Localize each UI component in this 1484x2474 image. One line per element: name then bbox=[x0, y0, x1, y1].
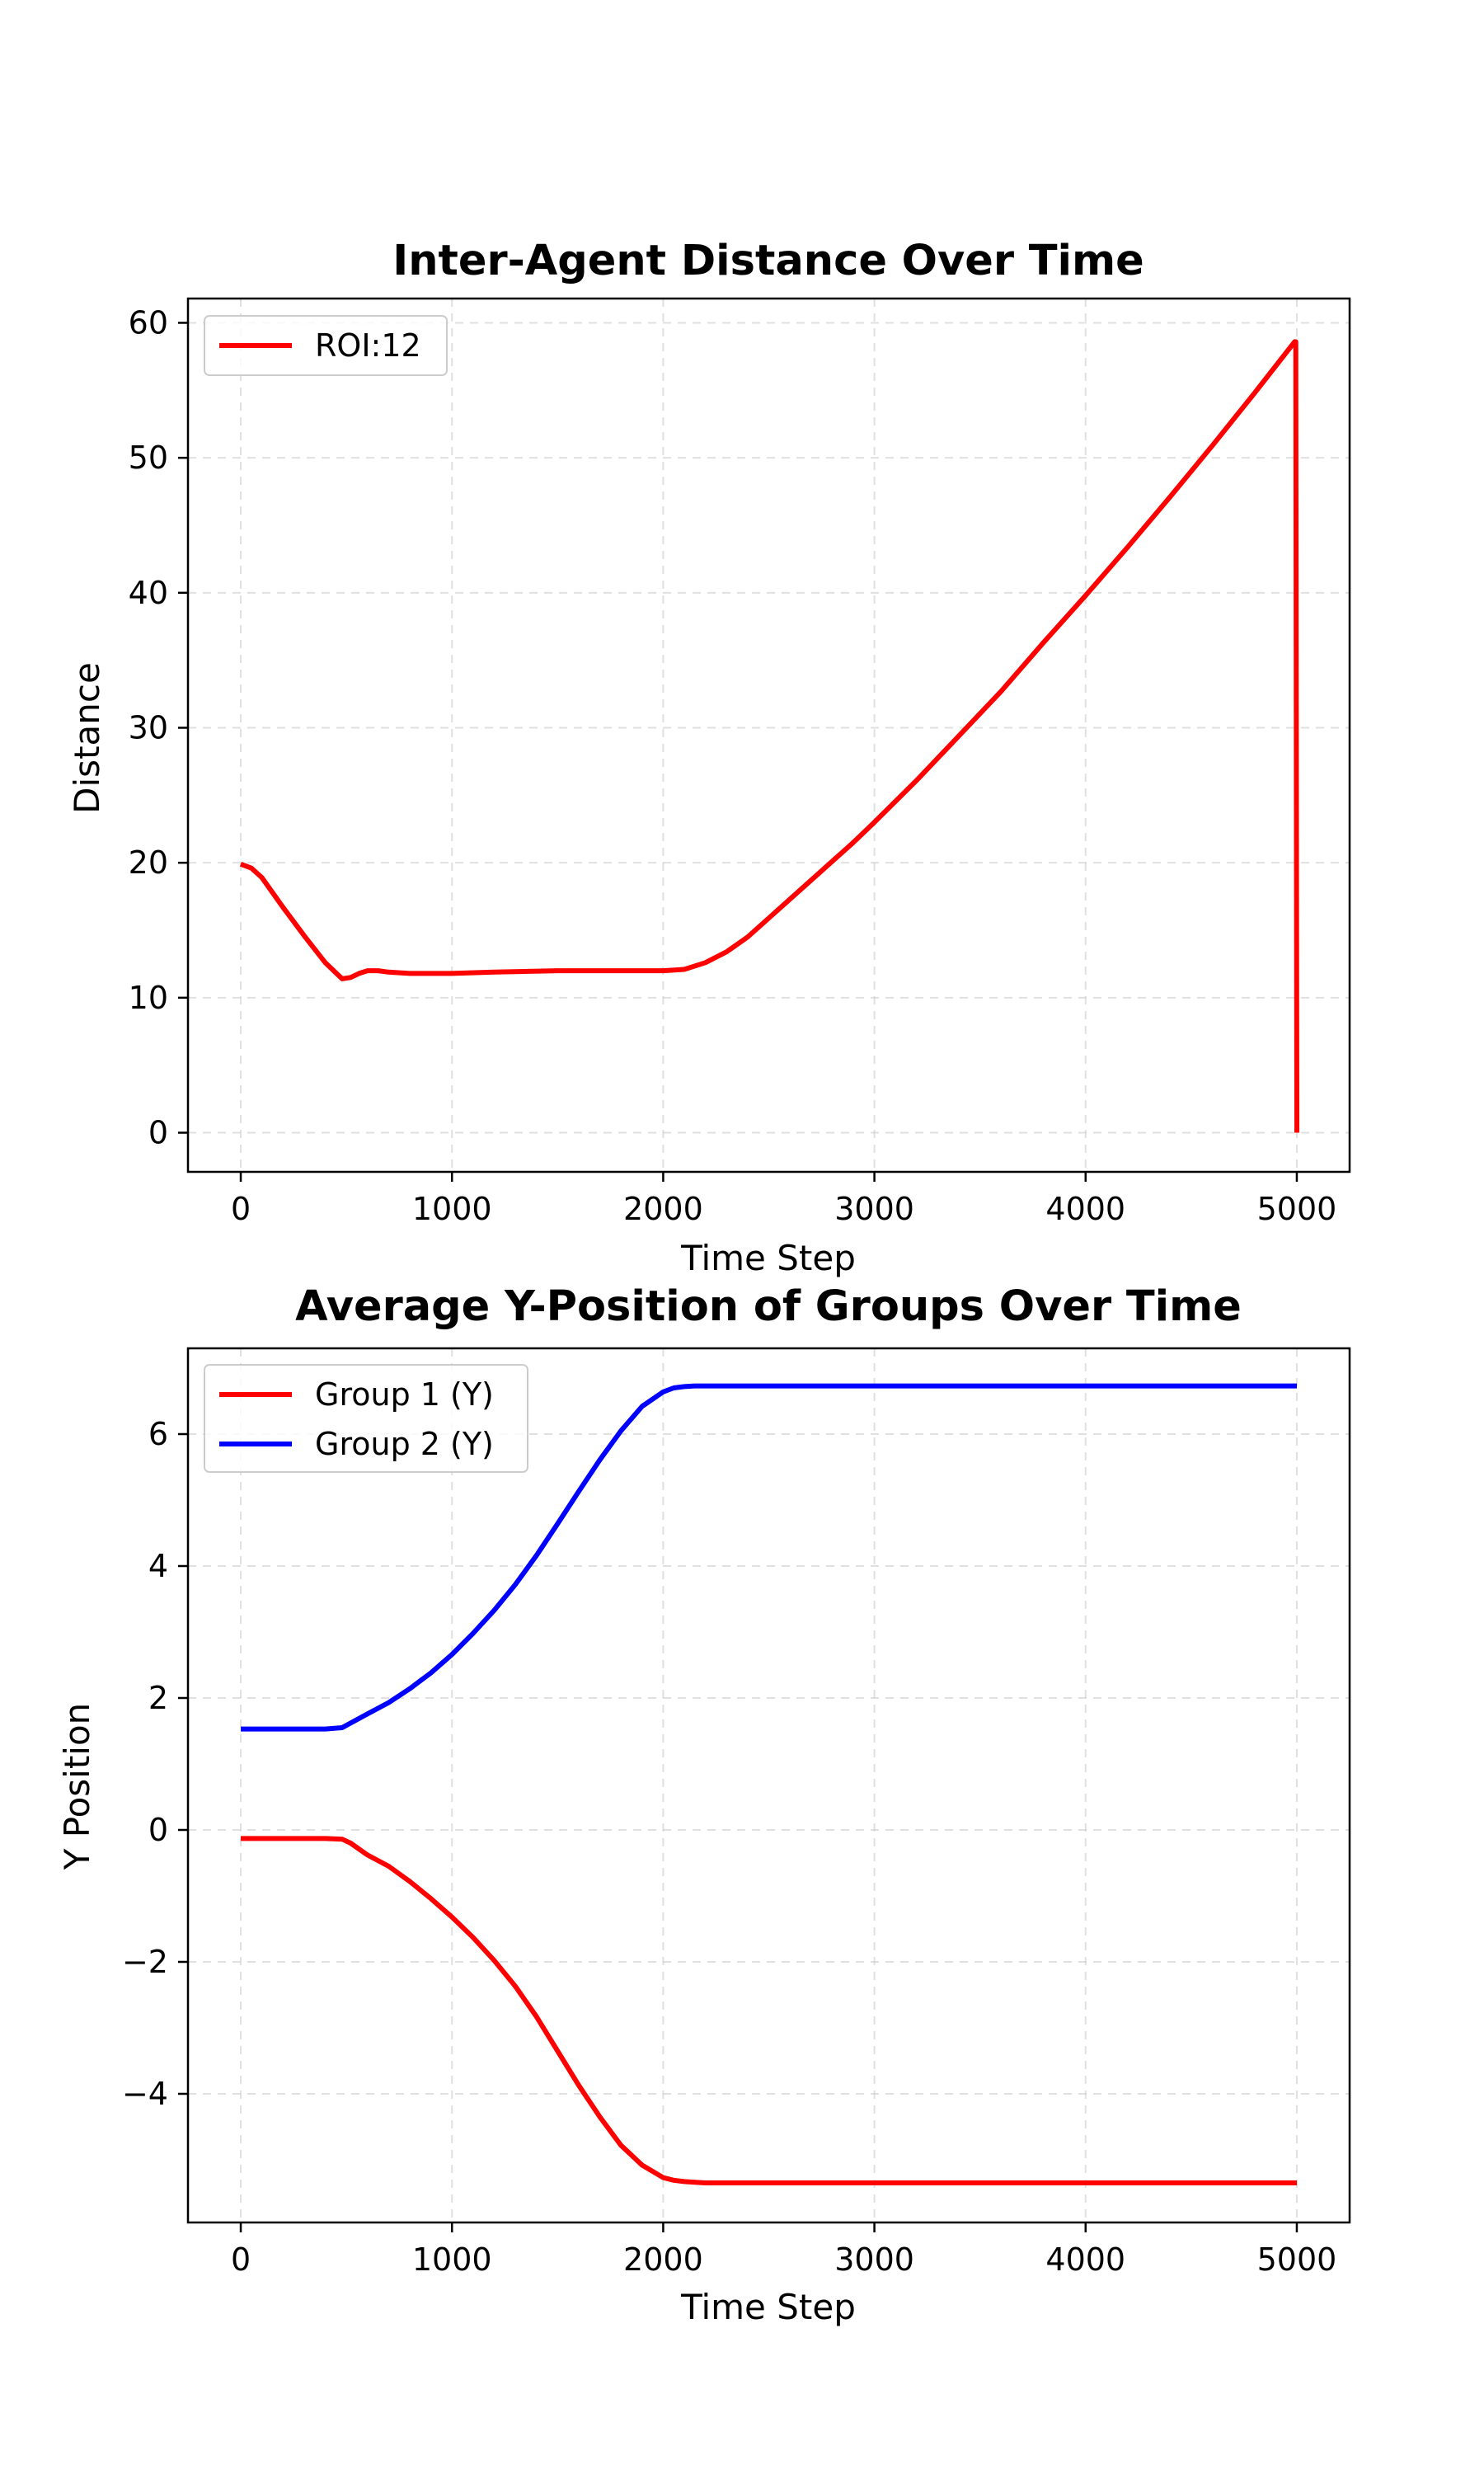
legend-box bbox=[204, 315, 448, 376]
series-line-1 bbox=[239, 339, 1299, 1133]
y-tick-label: 30 bbox=[129, 709, 168, 745]
legend-label: Group 2 (Y) bbox=[315, 1426, 494, 1462]
y-tick-label: 0 bbox=[148, 1115, 168, 1151]
x-tick-label: 5000 bbox=[1257, 2241, 1337, 2278]
chart-title: Inter-Agent Distance Over Time bbox=[392, 237, 1144, 285]
y-tick-label: 6 bbox=[148, 1416, 168, 1452]
y-tick-label: −4 bbox=[122, 2076, 168, 2112]
x-tick-label: 2000 bbox=[623, 1191, 703, 1227]
y-axis-label: Y Position bbox=[57, 1703, 97, 1871]
chart-title: Average Y-Position of Groups Over Time bbox=[295, 1282, 1242, 1331]
x-tick-label: 5000 bbox=[1257, 1191, 1337, 1227]
distance-chart: Inter-Agent Distance Over Time Time Step… bbox=[67, 237, 1351, 1278]
y-tick-label: 10 bbox=[129, 980, 168, 1016]
series-line-2 bbox=[241, 1383, 1297, 1732]
grid bbox=[188, 1348, 1350, 2222]
y-position-chart: Average Y-Position of Groups Over Time T… bbox=[57, 1282, 1351, 2327]
x-tick-label: 0 bbox=[231, 2241, 251, 2278]
legend-label: Group 1 (Y) bbox=[315, 1376, 494, 1413]
x-tick-label: 4000 bbox=[1045, 1191, 1125, 1227]
x-tick-label: 0 bbox=[231, 1191, 251, 1227]
legend-label: ROI:12 bbox=[315, 327, 421, 364]
plot-frame bbox=[186, 297, 1351, 1174]
legend: Group 1 (Y) Group 2 (Y) bbox=[204, 1364, 528, 1473]
x-tick-label: 3000 bbox=[834, 1191, 914, 1227]
plot-frame bbox=[186, 1347, 1351, 2224]
y-tick-label: 40 bbox=[129, 575, 168, 611]
y-tick-label: 2 bbox=[148, 1680, 168, 1716]
x-axis-label: Time Step bbox=[680, 2287, 856, 2327]
series-line-1 bbox=[241, 1836, 1297, 2185]
x-tick-label: 1000 bbox=[412, 2241, 492, 2278]
legend: ROI:12 bbox=[204, 315, 448, 376]
x-tick-label: 2000 bbox=[623, 2241, 703, 2278]
y-tick-label: 50 bbox=[129, 440, 168, 476]
y-tick-label: 60 bbox=[129, 304, 168, 341]
y-axis-label: Distance bbox=[67, 662, 107, 814]
y-tick-label: 0 bbox=[148, 1812, 168, 1848]
y-tick-label: −2 bbox=[122, 1944, 168, 1980]
y-tick-label: 20 bbox=[129, 844, 168, 881]
x-axis-label: Time Step bbox=[680, 1238, 856, 1278]
x-tick-label: 1000 bbox=[412, 1191, 492, 1227]
x-tick-label: 3000 bbox=[834, 2241, 914, 2278]
grid bbox=[188, 299, 1350, 1172]
x-tick-label: 4000 bbox=[1045, 2241, 1125, 2278]
y-tick-label: 4 bbox=[148, 1548, 168, 1584]
